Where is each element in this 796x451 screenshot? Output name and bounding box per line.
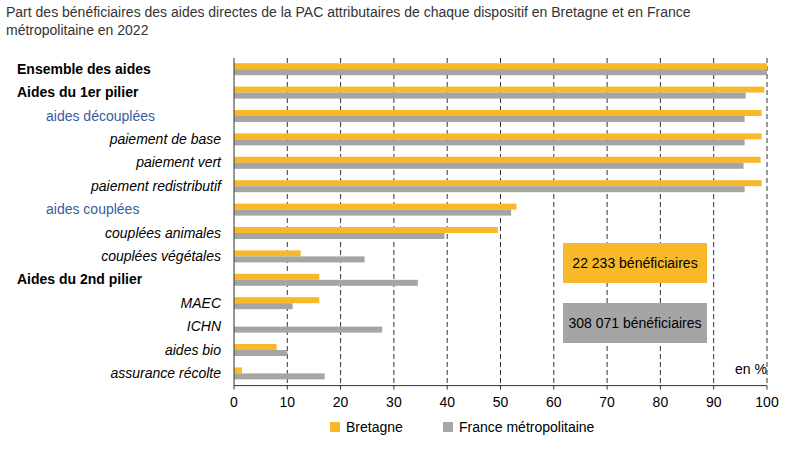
tick-label: 10 — [280, 394, 296, 410]
category-label: Aides du 1er pilier — [17, 84, 139, 100]
tick-label: 60 — [546, 394, 562, 410]
category-label: assurance récolte — [110, 365, 221, 381]
category-label: couplées végétales — [101, 248, 221, 264]
bar — [234, 69, 767, 75]
grid-line — [340, 58, 341, 386]
bar — [234, 256, 365, 262]
grid-line — [287, 58, 288, 386]
bar — [234, 233, 445, 239]
x-axis-line — [234, 385, 767, 386]
category-label: paiement redistributif — [90, 178, 223, 194]
tick-mark — [447, 386, 448, 390]
bars — [234, 63, 767, 379]
grid-line — [393, 58, 394, 386]
tick-mark — [553, 386, 554, 390]
bar — [234, 297, 319, 303]
legend-label: Bretagne — [346, 419, 403, 435]
legend-label: France métropolitaine — [459, 419, 595, 435]
bar — [234, 180, 762, 186]
bar — [234, 133, 762, 139]
bar — [234, 327, 382, 333]
tick-mark — [607, 386, 608, 390]
annotation: 22 233 bénéficiaires — [572, 255, 697, 271]
bar — [234, 210, 511, 216]
grid-line — [500, 58, 501, 386]
category-label: aides couplées — [46, 201, 139, 217]
bar — [234, 139, 745, 145]
tick-mark — [234, 386, 235, 390]
tick-mark — [767, 386, 768, 390]
tick-label: 100 — [755, 394, 779, 410]
bar — [234, 350, 287, 356]
bar — [234, 303, 293, 309]
axis-unit: en % — [735, 361, 767, 377]
category-label: aides découplées — [46, 108, 155, 124]
annotation-box — [563, 303, 707, 343]
bar — [234, 280, 418, 286]
tick-label: 20 — [333, 394, 349, 410]
tick-mark — [660, 386, 661, 390]
category-label: paiement de base — [109, 131, 222, 147]
bar — [234, 367, 242, 373]
grid-line — [713, 58, 714, 386]
bar — [234, 204, 516, 210]
legend-swatch — [443, 422, 453, 432]
legend-swatch — [330, 422, 340, 432]
tick-label: 90 — [706, 394, 722, 410]
tick-mark — [340, 386, 341, 390]
chart-title: Part des bénéficiaires des aides directe… — [6, 3, 766, 39]
bar — [234, 110, 762, 116]
bar — [234, 373, 325, 379]
category-label: ICHN — [187, 318, 222, 334]
category-label: MAEC — [181, 295, 222, 311]
bar — [234, 344, 277, 350]
tick-mark — [500, 386, 501, 390]
bar — [234, 250, 301, 256]
tick-label: 70 — [599, 394, 615, 410]
grid-line — [553, 58, 554, 386]
tick-mark — [287, 386, 288, 390]
bar — [234, 227, 498, 233]
bar — [234, 186, 745, 192]
annotation-box — [563, 243, 707, 283]
chart: 0 10 20 30 40 50 60 70 80 90 100 Ensemble des aides… — [0, 0, 796, 451]
bar — [234, 87, 764, 93]
bar — [234, 163, 744, 169]
category-label: Aides du 2nd pilier — [17, 271, 143, 287]
bar — [234, 116, 745, 122]
grid-line — [447, 58, 448, 386]
tick-mark — [713, 386, 714, 390]
tick-mark — [393, 386, 394, 390]
category-label: paiement vert — [135, 154, 222, 170]
tick-label: 30 — [386, 394, 402, 410]
tick-label: 50 — [493, 394, 509, 410]
tick-label: 40 — [439, 394, 455, 410]
category-label: aides bio — [165, 342, 221, 358]
tick-label: 80 — [653, 394, 669, 410]
bar — [234, 63, 767, 69]
category-label: couplées animales — [105, 225, 221, 241]
annotation: 308 071 bénéficiaires — [568, 315, 701, 331]
category-label: Ensemble des aides — [17, 61, 151, 77]
tick-label: 0 — [230, 394, 238, 410]
grid-line — [767, 58, 768, 386]
bar — [234, 157, 761, 163]
bar — [234, 93, 746, 99]
bar — [234, 274, 319, 280]
y-axis-line — [234, 58, 235, 386]
